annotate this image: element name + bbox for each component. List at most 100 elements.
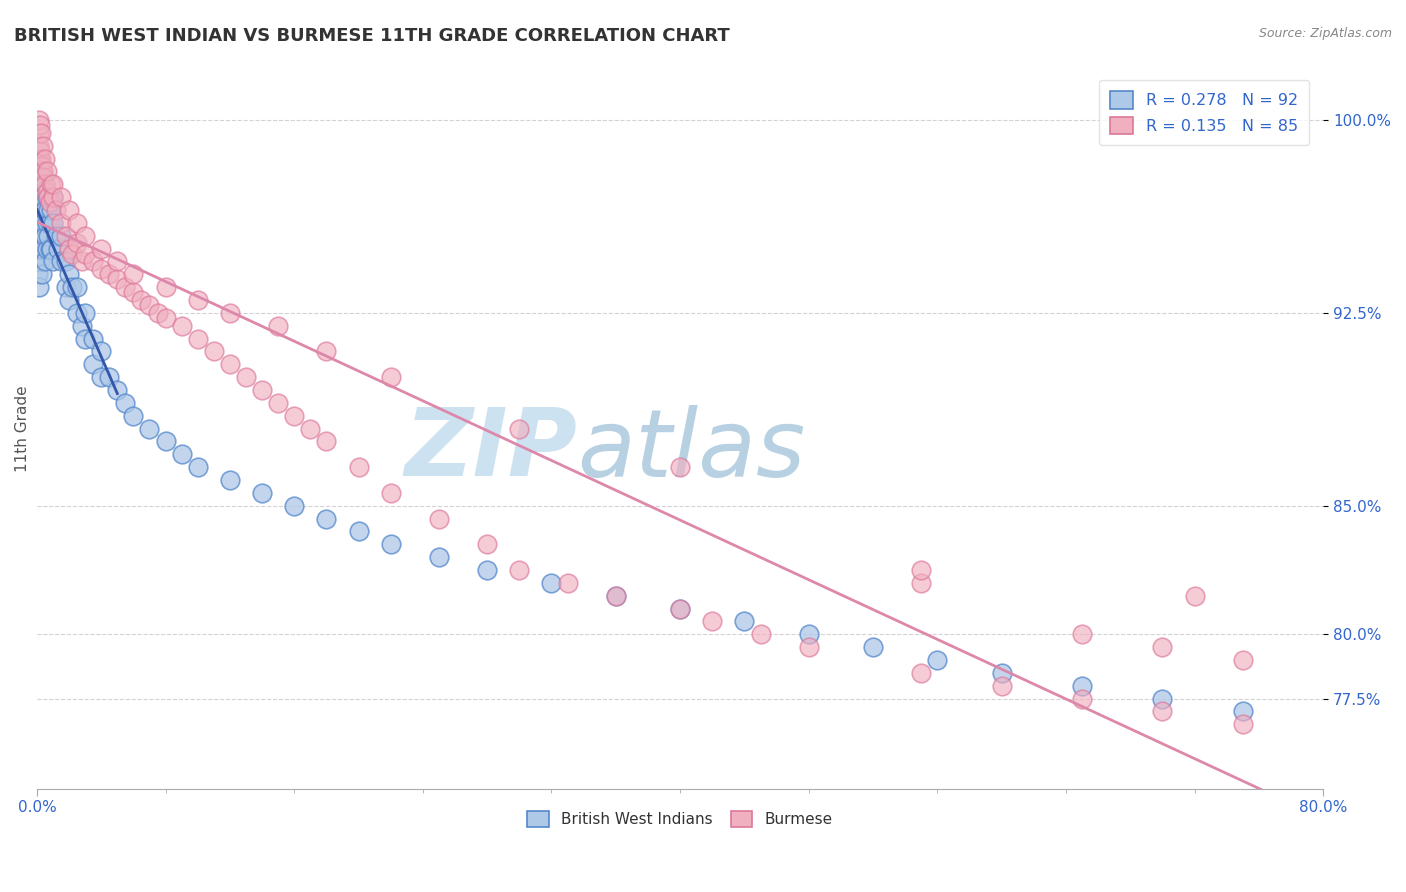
Point [114, 280, 136, 294]
Point [31, 159, 53, 173]
Point [55, 280, 77, 294]
Point [66, 280, 89, 294]
Point [557, 575, 579, 590]
Point [60, 246, 83, 260]
Point [283, 409, 305, 423]
Point [49, 190, 72, 204]
Point [55, 228, 77, 243]
Point [58, 242, 80, 256]
Point [82, 357, 104, 371]
Point [37, 190, 59, 204]
Legend: British West Indians, Burmese: British West Indians, Burmese [520, 803, 841, 835]
Point [45, 202, 67, 217]
Point [380, 485, 402, 500]
Point [45, 228, 67, 243]
Point [37, 202, 59, 217]
Point [32, 216, 55, 230]
Point [82, 254, 104, 268]
Point [1071, 627, 1094, 641]
Point [41, 242, 63, 256]
Point [605, 589, 627, 603]
Point [315, 511, 337, 525]
Text: BRITISH WEST INDIAN VS BURMESE 11TH GRADE CORRELATION CHART: BRITISH WEST INDIAN VS BURMESE 11TH GRAD… [14, 27, 730, 45]
Point [66, 306, 89, 320]
Point [30, 216, 52, 230]
Point [38, 242, 60, 256]
Point [1152, 705, 1174, 719]
Point [58, 267, 80, 281]
Point [475, 563, 498, 577]
Point [31, 228, 53, 243]
Point [31, 216, 53, 230]
Point [187, 332, 209, 346]
Point [702, 615, 724, 629]
Point [219, 306, 242, 320]
Point [30, 228, 52, 243]
Point [910, 563, 932, 577]
Point [30, 126, 52, 140]
Point [138, 421, 160, 435]
Point [380, 370, 402, 384]
Point [1071, 691, 1094, 706]
Point [98, 370, 121, 384]
Point [105, 383, 128, 397]
Point [347, 524, 370, 539]
Point [28, 190, 51, 204]
Point [38, 195, 60, 210]
Point [34, 178, 56, 192]
Point [990, 679, 1012, 693]
Point [1152, 640, 1174, 654]
Point [283, 499, 305, 513]
Point [75, 306, 97, 320]
Point [75, 246, 97, 260]
Point [32, 242, 55, 256]
Point [910, 575, 932, 590]
Point [105, 272, 128, 286]
Point [733, 615, 755, 629]
Point [299, 421, 322, 435]
Point [49, 228, 72, 243]
Point [49, 254, 72, 268]
Point [34, 202, 56, 217]
Point [669, 601, 692, 615]
Point [31, 242, 53, 256]
Point [31, 164, 53, 178]
Point [35, 190, 58, 204]
Point [27, 216, 49, 230]
Point [28, 138, 51, 153]
Point [31, 190, 53, 204]
Point [749, 627, 772, 641]
Point [427, 550, 450, 565]
Point [27, 126, 49, 140]
Point [27, 242, 49, 256]
Point [187, 460, 209, 475]
Point [1232, 653, 1254, 667]
Point [31, 267, 53, 281]
Point [170, 447, 193, 461]
Point [219, 357, 242, 371]
Point [380, 537, 402, 551]
Point [49, 216, 72, 230]
Point [155, 434, 177, 449]
Point [27, 178, 49, 192]
Point [32, 190, 55, 204]
Point [475, 537, 498, 551]
Point [41, 202, 63, 217]
Point [98, 267, 121, 281]
Point [315, 434, 337, 449]
Point [35, 164, 58, 178]
Text: atlas: atlas [578, 405, 806, 496]
Point [75, 332, 97, 346]
Point [131, 293, 153, 307]
Point [27, 228, 49, 243]
Point [605, 589, 627, 603]
Point [28, 164, 51, 178]
Point [34, 178, 56, 192]
Point [540, 575, 562, 590]
Point [70, 254, 93, 268]
Point [70, 318, 93, 333]
Point [35, 216, 58, 230]
Point [155, 310, 177, 325]
Point [55, 254, 77, 268]
Point [38, 216, 60, 230]
